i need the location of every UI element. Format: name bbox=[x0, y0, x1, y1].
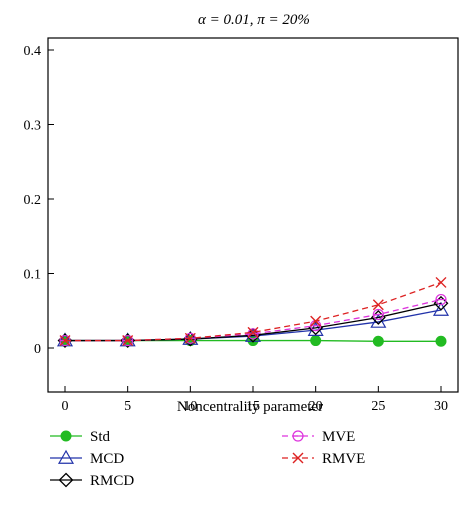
data-point bbox=[372, 308, 384, 321]
data-point bbox=[372, 299, 384, 311]
y-tick-label: 0.2 bbox=[24, 193, 42, 208]
y-axis: 0 0.1 0.2 0.3 0.4 bbox=[24, 44, 54, 357]
legend-item-mve: MVE bbox=[282, 429, 355, 445]
data-point bbox=[435, 276, 447, 288]
legend-label: MVE bbox=[322, 429, 355, 445]
data-point bbox=[310, 315, 322, 327]
series-line bbox=[65, 302, 442, 342]
x-tick-label: 15 bbox=[246, 399, 260, 414]
data-point bbox=[435, 335, 447, 347]
x-tick-label: 30 bbox=[434, 399, 448, 414]
data-point bbox=[184, 332, 196, 344]
series-layer bbox=[56, 276, 450, 348]
y-tick-label: 0 bbox=[34, 342, 41, 357]
data-point bbox=[310, 335, 322, 347]
data-point bbox=[247, 328, 259, 340]
legend-label: MCD bbox=[90, 451, 124, 467]
y-tick-label: 0.3 bbox=[24, 119, 42, 134]
data-point bbox=[372, 335, 384, 347]
legend-label: RMCD bbox=[90, 473, 134, 489]
legend-item-std: Std bbox=[50, 429, 111, 445]
legend-label: RMVE bbox=[322, 451, 365, 467]
legend-marker bbox=[292, 452, 304, 464]
legend-item-rmve: RMVE bbox=[282, 451, 365, 467]
x-axis: 0 5 10 15 20 25 30 bbox=[62, 386, 448, 414]
y-tick-label: 0.4 bbox=[24, 44, 42, 59]
data-point bbox=[435, 293, 447, 306]
legend-label: Std bbox=[90, 429, 111, 445]
y-tick-label: 0.1 bbox=[24, 268, 42, 283]
x-tick-label: 0 bbox=[62, 399, 69, 414]
data-point bbox=[432, 301, 450, 316]
data-point bbox=[247, 326, 259, 338]
legend-item-mcd: MCD bbox=[50, 449, 124, 467]
data-point bbox=[59, 335, 71, 347]
x-tick-label: 20 bbox=[309, 399, 323, 414]
legend-marker bbox=[57, 449, 75, 464]
chart-title: α = 0.01, π = 20% bbox=[198, 12, 310, 28]
legend-marker bbox=[60, 430, 72, 442]
x-tick-label: 5 bbox=[124, 399, 131, 414]
series-rmve bbox=[59, 276, 447, 347]
legend-marker bbox=[292, 430, 304, 442]
legend-marker bbox=[58, 472, 74, 488]
x-axis-label: Noncentrality parameter bbox=[177, 399, 323, 415]
data-point bbox=[122, 335, 134, 347]
x-tick-label: 10 bbox=[183, 399, 197, 414]
legend: Std MCD RMCD MVE RMVE bbox=[50, 429, 365, 489]
legend-item-rmcd: RMCD bbox=[50, 472, 134, 489]
x-tick-label: 25 bbox=[371, 399, 385, 414]
